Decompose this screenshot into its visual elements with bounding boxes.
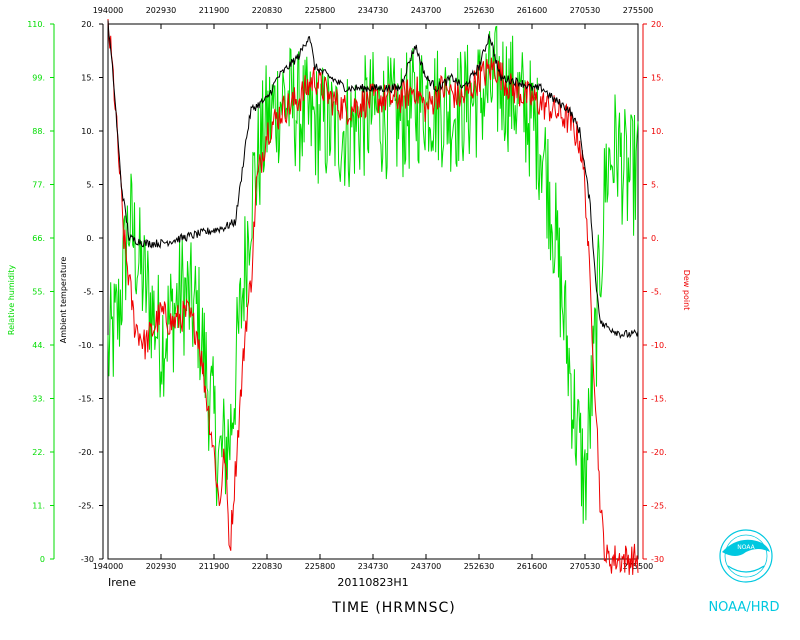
- temp-axis-title: Ambient temperature: [59, 257, 68, 344]
- storm-label: Irene: [108, 576, 136, 589]
- noaa-logo: NOAA NOAA/HRD: [708, 529, 780, 615]
- x-tick-group-bottom: 194000 202930 211900 220830 225800 234730 2437…: [93, 554, 653, 571]
- dew-line: [107, 18, 639, 575]
- series-ambient-temperature: [107, 20, 639, 340]
- x-bottom-tick-label: 211900: [199, 562, 230, 571]
- x-top-tick-label: 261600: [517, 6, 548, 15]
- x-top-tick-label: 225800: [305, 6, 336, 15]
- dew-tick-label: -20.: [651, 448, 667, 457]
- rh-tick-label: 0: [40, 555, 45, 564]
- rh-tick-label: 33.: [32, 395, 45, 404]
- rh-tick-group: 0 11. 22. 33. 44. 55. 66. 77. 88. 99. 110.: [27, 20, 54, 564]
- dew-tick-label: 20.: [651, 20, 664, 29]
- temp-tick-label: 20.: [81, 20, 94, 29]
- temp-tick-label: -5.: [83, 288, 94, 297]
- dew-tick-label: 0.: [651, 234, 659, 243]
- dew-tick-label: 5.: [651, 181, 659, 190]
- rh-tick-label: 55.: [32, 288, 45, 297]
- rh-tick-label: 99.: [32, 74, 45, 83]
- x-top-tick-label: 194000: [93, 6, 124, 15]
- temp-tick-group: -30 -25. -20. -15. -10. -5. 0. 5. 10. 15. 20.: [78, 20, 103, 564]
- temp-tick-label: 15.: [81, 74, 94, 83]
- temp-tick-label: -30: [81, 555, 94, 564]
- x-bottom-tick-label: 234730: [358, 562, 389, 571]
- x-top-tick-label: 234730: [358, 6, 389, 15]
- x-bottom-tick-label: 202930: [146, 562, 177, 571]
- dew-tick-label: -30: [651, 555, 664, 564]
- temp-tick-label: -10.: [78, 341, 94, 350]
- noaa-badge-text: NOAA: [737, 544, 755, 551]
- rh-axis-title: Relative humidity: [7, 265, 16, 335]
- noaa-wave-icon: [727, 565, 765, 573]
- dew-tick-label: 15.: [651, 74, 664, 83]
- noaa-logo-inner-circle: [724, 534, 768, 578]
- x-top-tick-label: 202930: [146, 6, 177, 15]
- dew-tick-label: 10.: [651, 127, 664, 136]
- noaa-logo-circle: [719, 529, 773, 583]
- rh-tick-label: 110.: [27, 20, 45, 29]
- noaa-bird-icon: [722, 539, 770, 556]
- x-top-tick-label: 270530: [570, 6, 601, 15]
- x-top-tick-label: 220830: [252, 6, 283, 15]
- rh-tick-label: 77.: [32, 181, 45, 190]
- x-bottom-tick-label: 261600: [517, 562, 548, 571]
- dew-tick-label: -5.: [651, 288, 662, 297]
- x-top-tick-label: 252630: [464, 6, 495, 15]
- x-bottom-tick-label: 194000: [93, 562, 124, 571]
- temp-tick-label: -25.: [78, 502, 94, 511]
- rh-tick-label: 88.: [32, 127, 45, 136]
- x-top-tick-label: 211900: [199, 6, 230, 15]
- dew-tick-label: -25.: [651, 502, 667, 511]
- x-top-tick-label: 275500: [623, 6, 654, 15]
- x-axis-title: TIME (HRMNSC): [331, 600, 455, 616]
- dew-tick-group: -30 -25. -20. -15. -10. -5. 0. 5. 10. 15. 20.: [643, 20, 667, 564]
- temp-tick-label: 5.: [86, 181, 94, 190]
- x-bottom-tick-label: 252630: [464, 562, 495, 571]
- temp-tick-label: -20.: [78, 448, 94, 457]
- dew-tick-label: -15.: [651, 395, 667, 404]
- x-bottom-tick-label: 220830: [252, 562, 283, 571]
- series-dew-point: [107, 18, 639, 575]
- temp-line: [107, 20, 639, 340]
- x-bottom-tick-label: 225800: [305, 562, 336, 571]
- dew-tick-label: -10.: [651, 341, 667, 350]
- temp-tick-label: 0.: [86, 234, 94, 243]
- rh-line: [107, 25, 639, 524]
- noaa-hrd-label: NOAA/HRD: [708, 600, 779, 615]
- date-label: 20110823H1: [337, 576, 408, 589]
- series-relative-humidity: [107, 25, 639, 524]
- x-top-tick-label: 243700: [411, 6, 442, 15]
- rh-tick-label: 66.: [32, 234, 45, 243]
- rh-tick-label: 44.: [32, 341, 45, 350]
- x-bottom-tick-label: 243700: [411, 562, 442, 571]
- dew-axis-title: Dew point: [682, 270, 691, 311]
- x-tick-group-top: 194000 202930 211900 220830 225800 234730 2437…: [93, 6, 654, 29]
- temp-tick-label: -15.: [78, 395, 94, 404]
- x-bottom-tick-label: 270530: [570, 562, 601, 571]
- temp-tick-label: 10.: [81, 127, 94, 136]
- rh-tick-label: 22.: [32, 448, 45, 457]
- rh-tick-label: 11.: [32, 502, 45, 511]
